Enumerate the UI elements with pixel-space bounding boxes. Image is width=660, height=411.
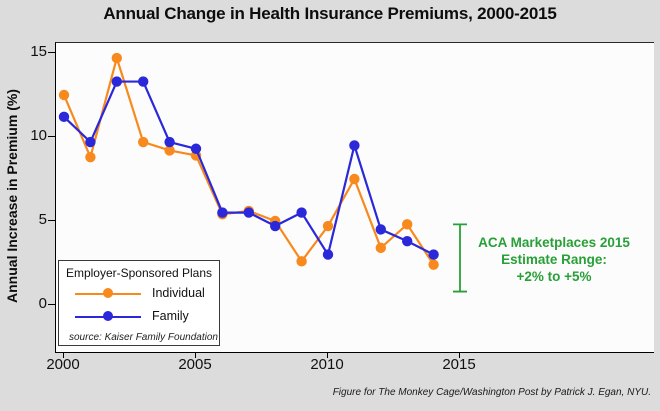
family-point-2001 [85,136,96,148]
y-tick-label: 0 [38,295,47,312]
y-tick-mark [48,220,55,221]
legend-label-family: Family [152,309,189,323]
aca-annotation-line3: +2% to +5% [516,269,592,284]
y-tick-mark [48,52,55,53]
y-tick-mark [48,304,55,305]
individual-point-2014 [428,259,439,270]
family-point-2012 [375,224,386,235]
chart-plot [58,52,467,293]
individual-point-2009 [296,256,307,267]
x-tick-mark [327,352,328,358]
family-point-2002 [111,76,122,87]
family-point-2011 [349,140,360,151]
individual-point-2012 [375,242,386,254]
individual-point-2004 [164,145,175,156]
x-tick-label: 2000 [46,356,80,373]
individual-point-2013 [402,219,413,230]
legend-source-note: source: Kaiser Family Foundation [69,332,218,343]
family-point-2006 [217,207,228,218]
individual-point-2002 [111,52,122,64]
y-tick-label: 5 [38,211,47,228]
aca-annotation-line2: Estimate Range: [501,252,607,267]
y-tick-mark [48,136,55,137]
individual-line-marker-swatch [75,288,141,298]
chart-title: Annual Change in Health Insurance Premiu… [103,4,557,23]
individual-point-2010 [322,220,334,232]
aca-annotation: ACA Marketplaces 2015 Estimate Range: +2… [461,234,647,285]
legend-item-family: Family [75,306,219,326]
x-tick-label: 2005 [178,356,212,373]
family-point-2003 [138,76,149,87]
family-line-marker-swatch [75,311,141,321]
y-tick-label: 10 [30,127,47,144]
x-tick-label: 2015 [442,356,476,373]
family-point-2010 [322,249,334,260]
family-point-2008 [270,220,281,232]
family-point-2005 [190,143,202,154]
y-tick-label: 15 [30,43,47,60]
figure-caption: Figure for The Monkey Cage/Washington Po… [332,387,651,398]
individual-point-2000 [58,89,70,101]
family-point-2009 [296,207,307,218]
family-point-2000 [58,111,70,123]
estimate-range-bracket [453,223,467,293]
y-axis-title: Annual Increase in Premium (%) [4,89,20,303]
x-tick-mark [195,352,196,358]
family-point-2014 [428,249,439,260]
legend-label-individual: Individual [152,286,205,300]
family-point-2013 [402,235,413,247]
x-tick-label: 2010 [310,356,344,373]
legend-title: Employer-Sponsored Plans [65,266,213,280]
legend-item-individual: Individual [75,283,219,303]
individual-point-2001 [85,151,96,163]
family-point-2004 [164,136,175,148]
individual-point-2011 [349,173,360,185]
individual-point-2003 [138,136,149,148]
x-tick-mark [63,352,64,358]
aca-annotation-line1: ACA Marketplaces 2015 [478,235,630,250]
legend: Employer-Sponsored Plans Individual Fami… [58,260,220,346]
x-tick-mark [459,352,460,358]
family-point-2007 [243,207,254,218]
